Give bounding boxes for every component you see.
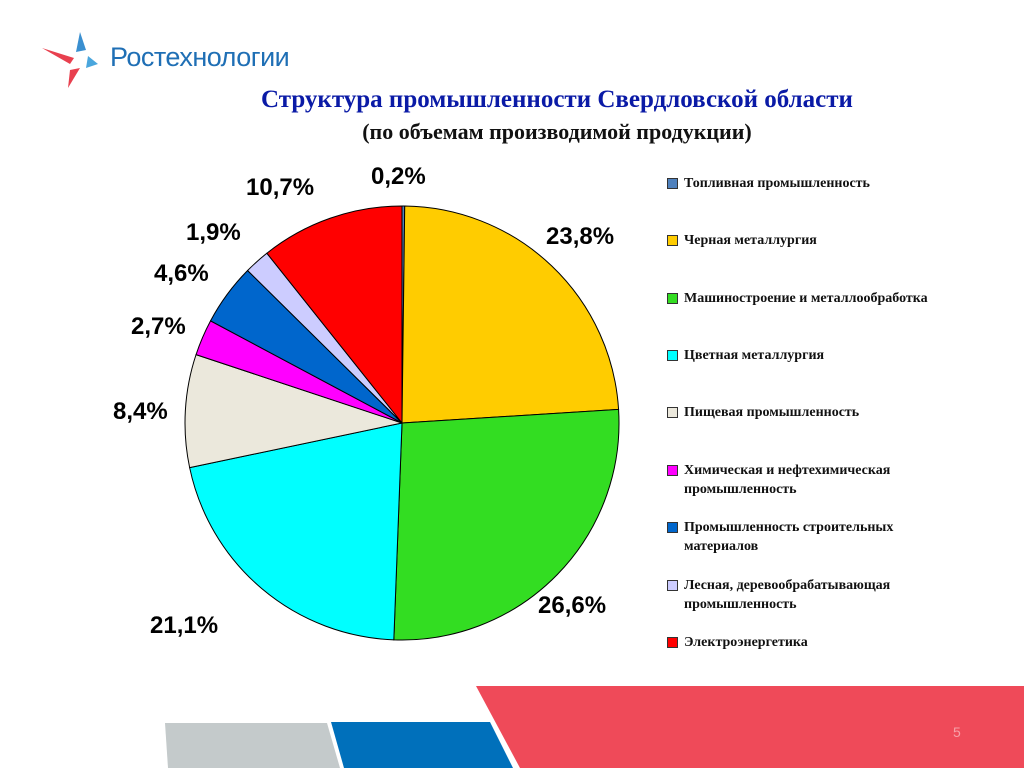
footer-red-stripe [476,686,1024,768]
legend-label: Электроэнергетика [684,635,808,650]
legend-item: Пищевая промышленность [667,403,957,422]
slice-data-label: 8,4% [113,398,168,425]
slice-data-label: 0,2% [371,163,426,190]
legend-swatch [667,465,678,476]
legend-label: Промышленность строительных материалов [684,520,894,554]
chart-title: Структура промышленности Свердловской об… [261,86,853,113]
slice-data-label: 21,1% [150,612,219,639]
page-number: 5 [953,724,961,740]
pie-slice [184,354,404,469]
legend-swatch [667,293,678,304]
footer-blue-stripe [331,722,513,768]
slice-data-label: 26,6% [538,592,607,619]
legend-item: Черная металлургия [667,231,957,250]
rostec-logo-icon [42,32,98,88]
slice-data-label: 23,8% [546,223,615,250]
legend-item: Электроэнергетика [667,633,957,652]
legend-item: Цветная металлургия [667,346,957,365]
legend-swatch [667,580,678,591]
legend-swatch [667,407,678,418]
legend-swatch [667,178,678,189]
legend-label: Цветная металлургия [684,348,825,363]
legend-item: Лесная, деревообрабатывающая промышленно… [667,576,957,614]
pie-slice [189,422,403,641]
pie-slice [393,408,620,641]
legend-item: Промышленность строительных материалов [667,518,957,556]
brand-name: Ростехнологии [110,42,290,72]
slice-data-label: 10,7% [246,174,315,201]
legend-swatch [667,235,678,246]
legend-swatch [667,637,678,648]
legend-label: Лесная, деревообрабатывающая промышленно… [684,578,891,612]
chart-subtitle: (по объемам производимой продукции) [362,119,752,144]
legend-swatch [667,350,678,361]
slice-data-label: 4,6% [154,260,209,287]
footer-gray-stripe [165,723,340,768]
legend-label: Машиностроение и металлообработка [684,291,928,306]
legend-item: Топливная промышленность [667,174,957,193]
legend-label: Химическая и нефтехимическая промышленно… [684,463,891,497]
legend-label: Черная металлургия [684,233,817,248]
legend-swatch [667,522,678,533]
slice-data-label: 2,7% [131,313,186,340]
legend-label: Пищевая промышленность [684,405,860,420]
legend-item: Химическая и нефтехимическая промышленно… [667,461,957,499]
legend-item: Машиностроение и металлообработка [667,289,957,308]
slice-data-label: 1,9% [186,219,241,246]
pie-slice [401,205,620,424]
legend-label: Топливная промышленность [684,176,870,191]
pie-slice [266,205,403,425]
